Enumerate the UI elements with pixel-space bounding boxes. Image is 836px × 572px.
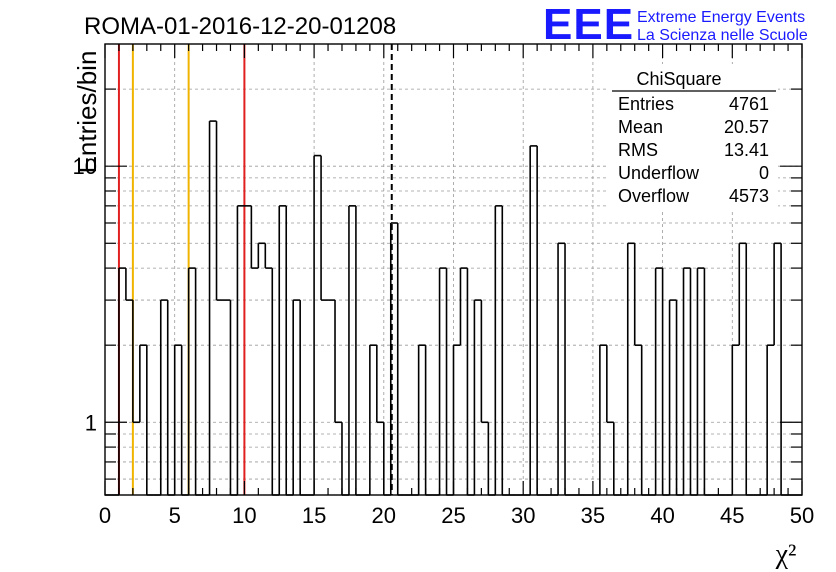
x-tick-label: 10: [232, 503, 256, 528]
y-tick-label: 10: [73, 154, 97, 179]
y-axis-label: Entries/bin: [72, 51, 102, 174]
stat-underflow-value: 0: [759, 163, 769, 183]
eee-logo-text: EEE: [543, 0, 634, 49]
run-title: ROMA-01-2016-12-20-01208: [84, 13, 396, 40]
stat-entries-label: Entries: [618, 94, 674, 114]
stat-overflow-label: Overflow: [618, 186, 690, 206]
x-tick-label: 35: [581, 503, 605, 528]
x-tick-label: 40: [650, 503, 674, 528]
stats-box: ChiSquare Entries 4761 Mean 20.57 RMS 13…: [608, 64, 778, 212]
x-tick-label: 30: [511, 503, 535, 528]
stat-rms-label: RMS: [618, 140, 658, 160]
y-tick-label: 1: [85, 410, 97, 435]
stat-mean-label: Mean: [618, 117, 663, 137]
stat-rms-value: 13.41: [724, 140, 769, 160]
axes: 0 5 10 15 20 25 30 35 40 45 50 1 10: [73, 43, 814, 528]
stats-box-title: ChiSquare: [636, 69, 721, 89]
x-axis-label: χ²: [775, 539, 797, 570]
eee-logo: EEE Extreme Energy Events La Scienza nel…: [543, 0, 808, 49]
stat-entries-value: 4761: [729, 94, 769, 114]
stats-box-background: [608, 64, 778, 212]
x-tick-label: 20: [372, 503, 396, 528]
x-tick-label: 50: [790, 503, 814, 528]
stat-overflow-value: 4573: [729, 186, 769, 206]
x-tick-label: 45: [720, 503, 744, 528]
x-tick-label: 25: [441, 503, 465, 528]
reference-lines: [117, 44, 393, 495]
x-tick-label: 0: [99, 503, 111, 528]
x-tick-label: 15: [302, 503, 326, 528]
stat-mean-value: 20.57: [724, 117, 769, 137]
eee-logo-line1: Extreme Energy Events: [637, 9, 805, 26]
eee-logo-line2: La Scienza nelle Scuole: [637, 27, 808, 44]
x-tick-label: 5: [169, 503, 181, 528]
stat-underflow-label: Underflow: [618, 163, 700, 183]
